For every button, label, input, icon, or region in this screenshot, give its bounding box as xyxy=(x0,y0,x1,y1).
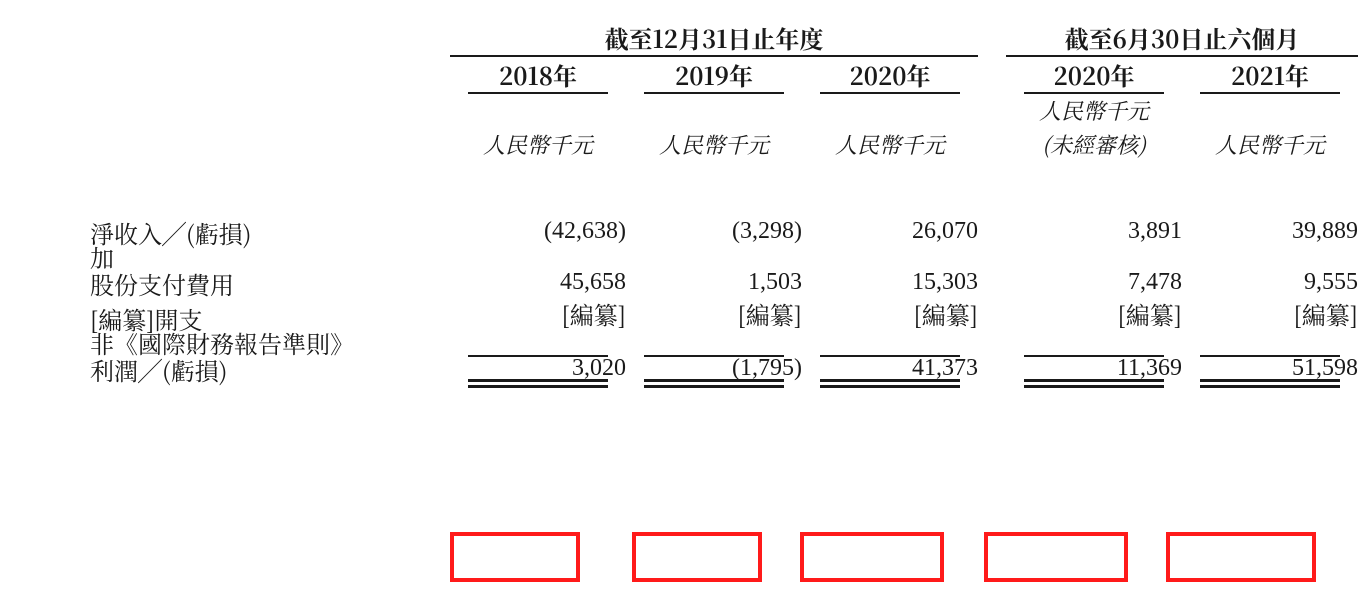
year-2018: 2018年 xyxy=(499,57,577,92)
highlight-box-4 xyxy=(1166,532,1316,582)
val-total-2020b: 11,369 xyxy=(1006,355,1182,382)
unit-2: 人民幣千元 xyxy=(659,129,769,160)
group2-title-text: 截至6月30日止六個月 xyxy=(1065,20,1300,55)
val-total-2018-text: 3,020 xyxy=(572,355,626,381)
val-total-2021: 51,598 xyxy=(1182,355,1358,382)
unit-3: 人民幣千元 xyxy=(835,129,945,160)
val-sbc-2020b: 7,478 xyxy=(1006,269,1182,296)
val-sbc-2020a: 15,303 xyxy=(802,269,978,296)
val-total-2019-text: (1,795) xyxy=(732,355,802,381)
highlight-box-0 xyxy=(450,532,580,582)
val-redacted-2018: [編纂] xyxy=(450,296,626,331)
val-redacted-2020b: [編纂] xyxy=(1006,296,1182,331)
row-add: 加 xyxy=(90,245,1358,269)
year-2020a: 2020年 xyxy=(850,57,931,92)
val-total-2021-text: 51,598 xyxy=(1292,355,1358,381)
group1-title-text: 截至12月31日止年度 xyxy=(605,20,824,55)
header-unit-row: 人民幣千元 人民幣千元 人民幣千元 人民幣千元 (未經審核) 人民幣千元 xyxy=(90,94,1358,162)
val-total-2018: 3,020 xyxy=(450,355,626,382)
val-total-2020b-text: 11,369 xyxy=(1117,355,1182,381)
unit-4: 人民幣千元 xyxy=(1039,95,1149,126)
highlight-box-3 xyxy=(984,532,1128,582)
val-total-2020a: 41,373 xyxy=(802,355,978,382)
highlight-box-2 xyxy=(800,532,944,582)
group1-title: 截至12月31日止年度 xyxy=(450,20,978,57)
unaudited-note: (未經審核) xyxy=(1042,129,1146,160)
val-sbc-2021: 9,555 xyxy=(1182,269,1358,296)
year-2020b: 2020年 xyxy=(1054,57,1135,92)
unit-5: 人民幣千元 xyxy=(1215,129,1325,160)
val-total-2020a-text: 41,373 xyxy=(912,355,978,381)
label-net-income: 淨收入╱(虧損) xyxy=(90,218,450,245)
highlight-box-1 xyxy=(632,532,762,582)
header-year-row: 2018年 2019年 2020年 2020年 2021年 xyxy=(90,57,1358,94)
val-net-income-2018: (42,638) xyxy=(450,218,626,245)
unit-1: 人民幣千元 xyxy=(483,129,593,160)
val-net-income-2019: (3,298) xyxy=(626,218,802,245)
year-2021: 2021年 xyxy=(1231,57,1309,92)
header-group-row: 截至12月31日止年度 截至6月30日止六個月 xyxy=(90,20,1358,57)
val-redacted-2020a: [編纂] xyxy=(802,296,978,331)
label-sbc: 股份支付費用 xyxy=(90,269,450,296)
val-sbc-2019: 1,503 xyxy=(626,269,802,296)
val-net-income-2020a: 26,070 xyxy=(802,218,978,245)
financial-table-page: 截至12月31日止年度 截至6月30日止六個月 2018年 2019年 2020… xyxy=(0,0,1372,612)
row-nonifrs-line1: 非《國際財務報告準則》 xyxy=(90,331,1358,355)
row-sbc: 股份支付費用 45,658 1,503 15,303 7,478 9,555 xyxy=(90,269,1358,296)
val-net-income-2020b: 3,891 xyxy=(1006,218,1182,245)
row-net-income: 淨收入╱(虧損) (42,638) (3,298) 26,070 3,891 3… xyxy=(90,218,1358,245)
val-total-2019: (1,795) xyxy=(626,355,802,382)
val-redacted-2019: [編纂] xyxy=(626,296,802,331)
val-redacted-2021: [編纂] xyxy=(1182,296,1358,331)
val-sbc-2018: 45,658 xyxy=(450,269,626,296)
val-net-income-2021: 39,889 xyxy=(1182,218,1358,245)
year-2019: 2019年 xyxy=(675,57,753,92)
group2-title: 截至6月30日止六個月 xyxy=(1006,20,1358,57)
financial-table: 截至12月31日止年度 截至6月30日止六個月 2018年 2019年 2020… xyxy=(90,20,1358,382)
